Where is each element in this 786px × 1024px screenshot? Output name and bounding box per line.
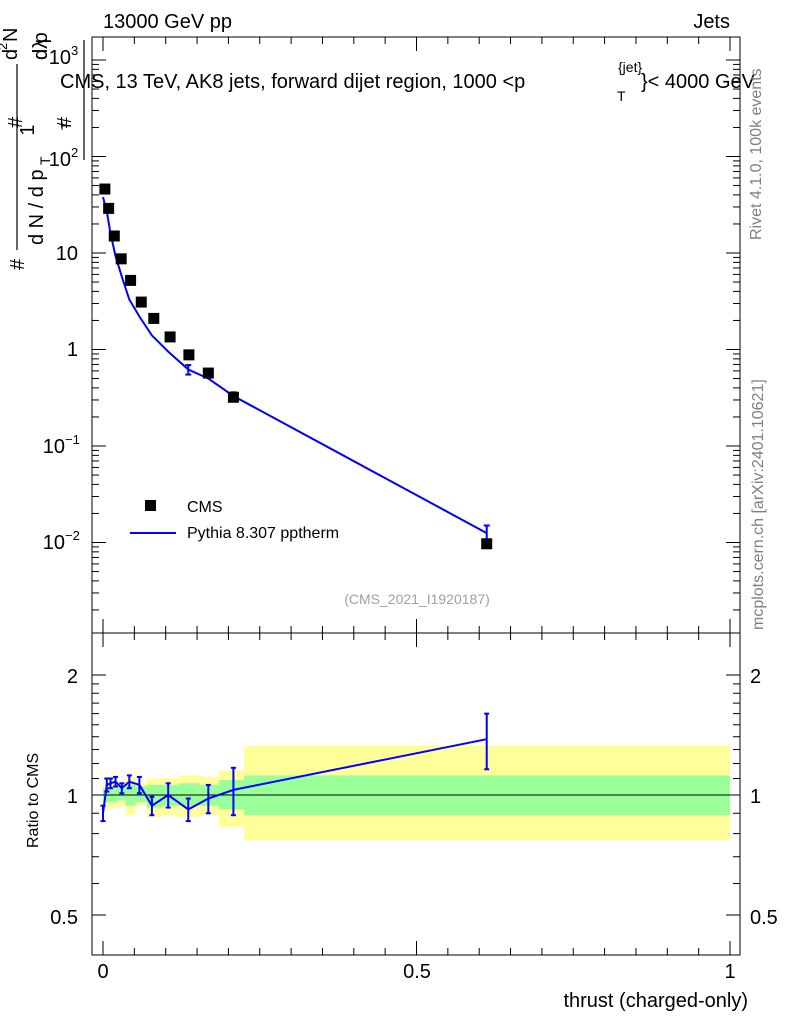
data-point: [103, 202, 115, 214]
svg-text:d N / d p: d N / d p: [26, 169, 48, 245]
ratio-tick-label-1-right: 1: [750, 786, 761, 808]
y-axis-label: 1 d N / d p T # # # d 2 N d p T dλ: [0, 28, 85, 270]
svg-text:d p: d p: [30, 32, 52, 60]
mcplots-label: mcplots.cern.ch [arXiv:2401.10621]: [750, 379, 767, 630]
svg-text:CMS, 13 TeV, AK8 jets, forward: CMS, 13 TeV, AK8 jets, forward dijet reg…: [60, 71, 525, 93]
y-tick-exp-m1: −1: [65, 432, 80, 447]
svg-text:1: 1: [17, 124, 39, 135]
ratio-tick-label-2-left: 2: [67, 666, 78, 688]
svg-text:d: d: [0, 49, 22, 60]
svg-text:2: 2: [0, 43, 10, 50]
main-panel: 10 3 10 2 10 1 10 −1 10 −2 CMS, 13 TeV, …: [43, 36, 756, 634]
svg-text:T: T: [58, 121, 74, 130]
y-tick-label-1000: 10 3: [49, 43, 78, 69]
header-right: Jets: [693, 11, 730, 33]
svg-text:#: #: [5, 116, 27, 128]
x-axis-label: thrust (charged-only): [563, 990, 748, 1012]
analysis-tag: (CMS_2021_I1920187): [344, 591, 490, 607]
svg-text:T: T: [617, 88, 626, 104]
ratio-tick-label-1-left: 1: [67, 786, 78, 808]
data-point: [148, 312, 160, 324]
y-tick-exp-m2: −2: [65, 528, 80, 543]
y-tick-label-10: 10: [56, 243, 78, 265]
ratio-panel: 2 1 0.5 2 1 0.5 Ratio to CMS: [25, 632, 778, 956]
mc-line: [102, 196, 488, 534]
data-point: [125, 274, 137, 286]
data-point: [183, 349, 195, 361]
data-point: [164, 331, 176, 343]
data-point: [202, 367, 214, 379]
y-tick-exp-3: 3: [71, 43, 78, 58]
data-point: [108, 230, 120, 242]
svg-text:10: 10: [43, 436, 65, 458]
uncertainty-band-inner: [178, 783, 201, 806]
svg-text:#: #: [54, 116, 76, 128]
y-tick-exp-2: 2: [71, 145, 78, 160]
legend-mc-label: Pythia 8.307 pptherm: [187, 525, 339, 542]
legend-data-marker: [145, 500, 156, 511]
legend-data-label: CMS: [187, 499, 223, 516]
main-frame: [91, 36, 741, 634]
uncertainty-band-inner: [135, 786, 147, 803]
svg-text:dλ: dλ: [30, 39, 52, 60]
svg-text:N: N: [0, 28, 22, 42]
rivet-label: Rivet 4.1.0, 100k events: [748, 68, 765, 240]
data-point: [135, 296, 147, 308]
y-tick-label-0.1: 10 −1: [43, 432, 80, 458]
svg-text:10: 10: [43, 532, 65, 554]
svg-text:{jet}: {jet}: [618, 59, 642, 75]
svg-text:10: 10: [49, 47, 71, 69]
x-tick-label-0: 0: [97, 961, 108, 983]
y-tick-label-0.01: 10 −2: [43, 528, 80, 554]
header-left: 13000 GeV pp: [103, 11, 232, 33]
x-tick-label-0.5: 0.5: [403, 961, 431, 983]
y-tick-label-100: 10 2: [49, 145, 78, 171]
svg-text:10: 10: [49, 149, 71, 171]
data-point: [481, 538, 493, 550]
ratio-tick-label-0.5-right: 0.5: [750, 907, 778, 929]
ratio-y-label: Ratio to CMS: [25, 753, 42, 848]
svg-text:T: T: [37, 156, 53, 165]
ratio-tick-label-2-right: 2: [750, 666, 761, 688]
data-point: [99, 183, 111, 195]
data-point: [227, 391, 239, 403]
ratio-tick-label-0.5-left: 0.5: [50, 907, 78, 929]
x-tick-label-1: 1: [724, 961, 735, 983]
svg-text:#: #: [7, 258, 29, 270]
y-tick-label-1: 1: [67, 339, 78, 361]
data-point: [115, 253, 127, 265]
plot-title: CMS, 13 TeV, AK8 jets, forward dijet reg…: [60, 59, 756, 104]
svg-text:}< 4000 GeV: }< 4000 GeV: [641, 71, 756, 93]
